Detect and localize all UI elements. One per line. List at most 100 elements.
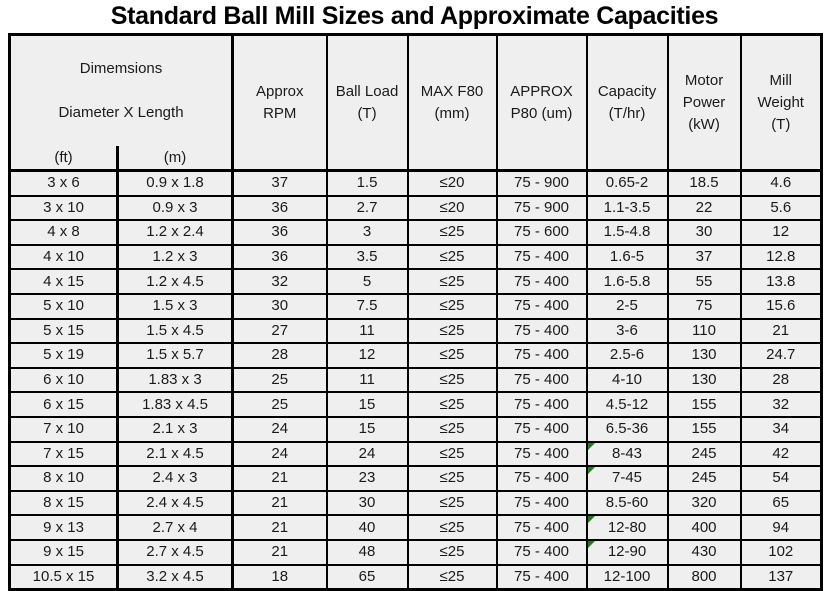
table-cell: 1.2 x 3 xyxy=(116,243,235,271)
table-cell: 1.5 xyxy=(325,169,409,197)
table-cell: 34 xyxy=(739,415,823,443)
table-cell: 2-5 xyxy=(585,292,669,320)
table-cell: 3 xyxy=(325,219,409,246)
table-cell-text: 7-45 xyxy=(612,469,643,487)
table-cell: 75 - 400 xyxy=(495,440,588,468)
table-cell: 24.7 xyxy=(739,342,823,369)
table-cell: 4.5-12 xyxy=(585,391,669,418)
table-cell: 75 - 400 xyxy=(495,415,588,443)
table-cell: 7 x 10 xyxy=(8,415,119,443)
table-cell: 1.5 x 5.7 xyxy=(116,342,235,369)
table-cell-text: 12-90 xyxy=(607,543,647,561)
table-cell: 8.5-60 xyxy=(585,489,669,517)
table-cell: 12-100 xyxy=(585,563,669,591)
table-cell: 75 xyxy=(666,292,742,320)
table-cell: 36 xyxy=(231,219,328,246)
header-row-units: (ft) (m) xyxy=(8,146,822,172)
table-cell: 3-6 xyxy=(585,317,669,345)
page-title: Standard Ball Mill Sizes and Approximate… xyxy=(110,2,719,30)
table-cell: ≤25 xyxy=(406,219,498,246)
table-cell: 48 xyxy=(325,538,409,566)
table-cell: 75 - 400 xyxy=(495,489,588,517)
table-row: 6 x 15 1.83 x 4.5 25 15 ≤25 75 - 400 4.5-12 155… xyxy=(8,391,823,418)
table-cell: 8 x 15 xyxy=(8,489,119,517)
table-cell: 5 x 15 xyxy=(8,317,119,345)
table-cell: 30 xyxy=(231,292,328,320)
table-cell: 36 xyxy=(231,194,328,222)
table-cell: 30 xyxy=(666,219,742,246)
table-cell: 28 xyxy=(231,342,328,369)
table-cell: 75 - 400 xyxy=(495,514,588,541)
table-cell: 245 xyxy=(666,465,742,492)
table-cell: 65 xyxy=(325,563,409,591)
table-cell: 1.83 x 4.5 xyxy=(116,391,235,418)
table-cell: 37 xyxy=(231,169,328,197)
table-cell: ≤20 xyxy=(406,194,498,222)
table-cell: 3 x 6 xyxy=(8,169,119,197)
table-cell: ≤25 xyxy=(406,415,498,443)
table-cell: 23 xyxy=(325,465,409,492)
table-cell-text: 12-80 xyxy=(607,518,647,536)
table-row: 7 x 10 2.1 x 3 24 15 ≤25 75 - 400 6.5-36 155 34 xyxy=(8,415,823,443)
table-cell: 1.6-5 xyxy=(585,243,669,271)
table-cell: 1.1-3.5 xyxy=(585,194,669,222)
table-row: 4 x 10 1.2 x 3 36 3.5 ≤25 75 - 400 1.6-5 37 12.8 xyxy=(8,243,823,271)
table-cell: 11 xyxy=(325,317,409,345)
header-mill-weight: Mill Weight (T) xyxy=(739,33,823,172)
table-row: 9 x 13 2.7 x 4 21 40 ≤25 75 - 400 12-80 400 94 xyxy=(8,514,823,541)
cell-corner-flag-icon xyxy=(588,541,595,548)
table-cell: 28 xyxy=(739,366,823,394)
table-cell: 11 xyxy=(325,366,409,394)
table-cell: ≤25 xyxy=(406,538,498,566)
header-approx-rpm: Approx RPM xyxy=(231,33,328,172)
table-cell: 2.4 x 4.5 xyxy=(116,489,235,517)
cell-corner-flag-icon xyxy=(588,468,595,475)
table-cell: 3 x 10 xyxy=(8,194,119,222)
table-cell: 2.1 x 4.5 xyxy=(116,440,235,468)
table-cell: 4.6 xyxy=(739,169,823,197)
table-cell: 1.2 x 4.5 xyxy=(116,268,235,295)
header-row-main: Dimemsions Diameter X Length Approx RPM … xyxy=(8,33,823,172)
table-cell: 75 - 400 xyxy=(495,268,588,295)
table-body: 3 x 6 0.9 x 1.8 37 1.5 ≤20 75 - 900 0.65-2 18.5… xyxy=(8,169,823,591)
table-cell: 15 xyxy=(325,391,409,418)
table-cell: 24 xyxy=(325,440,409,468)
table-cell: 2.4 x 3 xyxy=(116,465,235,492)
table-cell: 102 xyxy=(739,538,823,566)
table-cell: 25 xyxy=(231,391,328,418)
table-cell: 5 x 19 xyxy=(8,342,119,369)
header-unit-m: (m) xyxy=(116,146,235,172)
table-cell: 30 xyxy=(325,489,409,517)
table-cell: 22 xyxy=(666,194,742,222)
header-dimensions-subtitle: Diameter X Length xyxy=(58,104,184,121)
table-cell: 75 - 400 xyxy=(495,563,588,591)
table-cell: 130 xyxy=(666,366,742,394)
header-approx-p80: APPROX P80 (um) xyxy=(495,33,588,172)
table-cell: 4 x 15 xyxy=(8,268,119,295)
table-row: 8 x 15 2.4 x 4.5 21 30 ≤25 75 - 400 8.5-60 320 6… xyxy=(8,489,823,517)
table-cell: ≤25 xyxy=(406,440,498,468)
table-cell: 32 xyxy=(231,268,328,295)
table-cell: 75 - 400 xyxy=(495,342,588,369)
table-cell: 32 xyxy=(739,391,823,418)
table-cell: 2.7 x 4.5 xyxy=(116,538,235,566)
table-cell: 6.5-36 xyxy=(585,415,669,443)
table-cell: 21 xyxy=(231,514,328,541)
ball-mill-capacities-table: Dimemsions Diameter X Length Approx RPM … xyxy=(8,33,824,591)
table-cell: 65 xyxy=(739,489,823,517)
table-row: 3 x 6 0.9 x 1.8 37 1.5 ≤20 75 - 900 0.65-2 18.5… xyxy=(8,169,823,197)
table-cell: 430 xyxy=(666,538,742,566)
table-cell: ≤25 xyxy=(406,366,498,394)
table-cell: 2.1 x 3 xyxy=(116,415,235,443)
table-cell: 10.5 x 15 xyxy=(8,563,119,591)
table-cell: 8 x 10 xyxy=(8,465,119,492)
table-cell: 130 xyxy=(666,342,742,369)
table-cell: 54 xyxy=(739,465,823,492)
table-row: 6 x 10 1.83 x 3 25 11 ≤25 75 - 400 4-10 130 28 xyxy=(8,366,823,394)
table-row: 4 x 15 1.2 x 4.5 32 5 ≤25 75 - 400 1.6-5.8 55 13… xyxy=(8,268,823,295)
header-max-f80: MAX F80 (mm) xyxy=(406,33,498,172)
table-row: 7 x 15 2.1 x 4.5 24 24 ≤25 75 - 400 8-43 245 42 xyxy=(8,440,823,468)
header-ball-load: Ball Load (T) xyxy=(325,33,409,172)
table-cell: 27 xyxy=(231,317,328,345)
table-cell: 6 x 15 xyxy=(8,391,119,418)
